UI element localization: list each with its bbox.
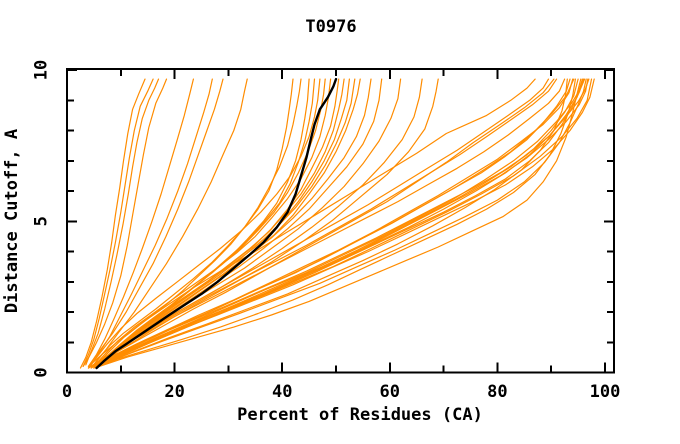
model-curve [98, 78, 593, 367]
model-curve [104, 78, 587, 364]
model-curve [98, 78, 582, 367]
x-tick-label: 0 [62, 382, 72, 402]
x-tick-label: 60 [380, 382, 400, 402]
y-axis-label: Distance Cutoff, A [2, 129, 22, 313]
model-curve [90, 78, 213, 366]
model-curve [79, 78, 146, 369]
axis-ticks [66, 69, 613, 374]
plot-frame [66, 68, 615, 374]
model-curve [93, 78, 372, 367]
y-tick-label: 10 [32, 60, 52, 80]
x-axis-label: Percent of Residues (CA) [237, 405, 483, 425]
model-curve [87, 78, 224, 367]
y-tick-label: 0 [32, 367, 52, 377]
model-curve [82, 78, 154, 367]
axis-tick-labels: 0 20 40 60 80 100 0 5 10 [32, 60, 621, 402]
x-tick-label: 100 [590, 382, 621, 402]
model-curve [85, 78, 160, 366]
model-curve [95, 78, 575, 367]
model-curve [95, 78, 345, 367]
y-tick-label: 5 [32, 216, 52, 226]
model-curve [95, 78, 590, 367]
model-curve [87, 78, 566, 369]
model-curve [95, 78, 316, 367]
model-curve [93, 78, 248, 366]
model-curve [95, 78, 589, 367]
model-curve [101, 78, 586, 364]
model-curve [101, 78, 585, 366]
model-curve [87, 78, 536, 367]
x-tick-label: 20 [164, 382, 184, 402]
x-tick-label: 80 [487, 382, 507, 402]
model-curve [104, 78, 568, 364]
model-curve [93, 78, 332, 367]
model-curve [87, 78, 550, 369]
model-curve [93, 78, 356, 369]
x-tick-label: 40 [272, 382, 292, 402]
model-curve [90, 78, 302, 369]
model-curve [93, 78, 555, 367]
model-curve [87, 78, 194, 367]
model-curve [98, 78, 439, 366]
model-curve [87, 78, 321, 369]
plot-title: T0976 [305, 17, 356, 37]
reference-curve [95, 77, 338, 370]
model-curves [79, 77, 595, 370]
model-curve [93, 78, 577, 369]
frame-rect [66, 68, 615, 374]
model-curve [82, 78, 168, 367]
